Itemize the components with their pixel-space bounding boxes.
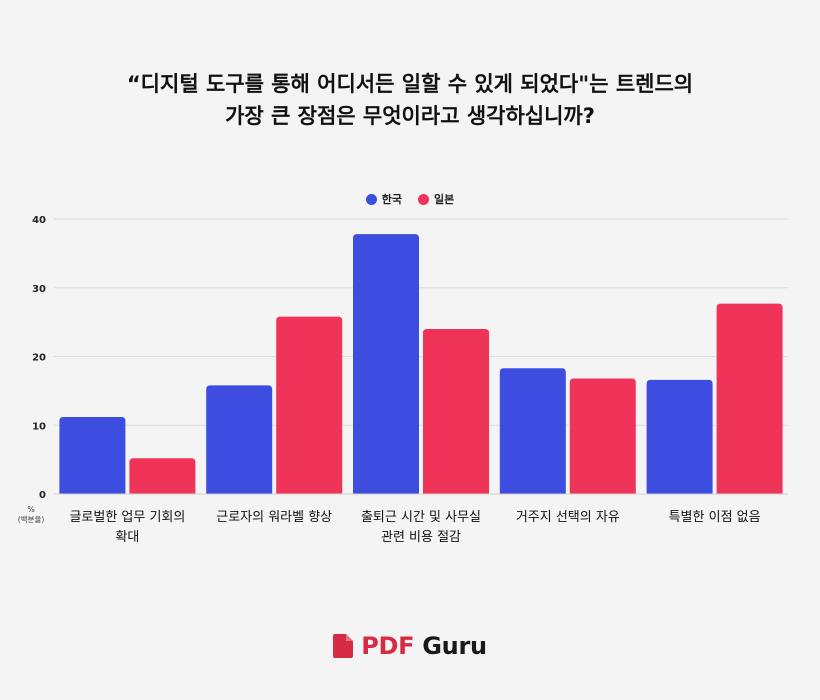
bar — [716, 303, 783, 494]
legend: 한국 일본 — [0, 191, 820, 207]
x-category-label: 확대 — [115, 530, 139, 545]
y-tick-label: 0 — [39, 490, 46, 501]
bar — [423, 329, 489, 494]
bar — [353, 234, 419, 494]
chart-title: “디지털 도구를 통해 어디서든 일할 수 있게 되었다"는 트렌드의 가장 큰… — [0, 68, 820, 132]
bar — [499, 368, 566, 494]
legend-item-korea: 한국 — [365, 191, 402, 207]
y-tick-label: 10 — [32, 421, 46, 432]
bar — [569, 378, 636, 494]
legend-label-japan: 일본 — [434, 193, 455, 206]
legend-swatch-korea — [365, 193, 377, 205]
x-category-label: 거주지 선택의 자유 — [516, 510, 620, 525]
legend-swatch-japan — [418, 193, 429, 205]
brand-logo: PDF Guru — [0, 632, 820, 660]
document-icon — [333, 634, 354, 658]
y-tick-label: 30 — [32, 284, 46, 295]
bar — [59, 417, 126, 494]
brand-name-guru: Guru — [422, 632, 487, 660]
y-tick-label: 20 — [32, 353, 46, 364]
x-category-label: 출퇴근 시간 및 사무실 — [361, 510, 481, 525]
bar — [276, 316, 343, 494]
x-category-label: 특별한 이점 없음 — [669, 510, 761, 525]
x-category-label: 근로자의 워라벨 향상 — [216, 510, 332, 525]
bar — [646, 379, 713, 494]
legend-item-japan: 일본 — [418, 191, 454, 207]
y-axis-unit-label: % — [27, 505, 35, 514]
brand-name-pdf: PDF — [361, 632, 415, 660]
y-axis-unit-label: (백분율) — [18, 514, 45, 524]
bar — [129, 458, 196, 494]
bar — [206, 385, 273, 494]
y-tick-label: 40 — [32, 215, 46, 226]
x-category-label: 글로벌한 업무 기회의 — [69, 510, 185, 525]
chart-title-line-1: “디지털 도구를 통해 어디서든 일할 수 있게 되었다"는 트렌드의 — [126, 72, 694, 96]
chart-title-line-2: 가장 큰 장점은 무엇이라고 생각하십니까? — [225, 104, 595, 128]
x-category-label: 관련 비용 절감 — [381, 530, 461, 545]
legend-label-korea: 한국 — [381, 193, 402, 206]
brand-name: PDF Guru — [361, 632, 487, 660]
